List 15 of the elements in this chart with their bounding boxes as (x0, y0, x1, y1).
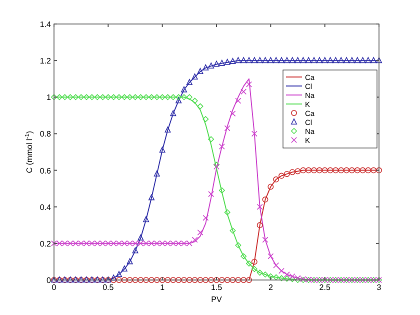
x-tick-label: 0.5 (102, 283, 114, 292)
x-axis-title: PV (211, 295, 222, 304)
y-tick-label: 0.2 (40, 239, 52, 248)
y-tick-label: 0.8 (40, 130, 52, 139)
y-tick-label: 1 (46, 93, 52, 102)
y-tick-label: 0 (46, 276, 52, 285)
y-tick-label: 0.4 (40, 202, 52, 212)
x-tick-label: 2.5 (319, 283, 331, 292)
x-tick-label: 1 (160, 283, 166, 292)
x-tick-label: 3 (376, 283, 382, 292)
y-tick-label: 0.6 (40, 166, 52, 176)
y-tick-label: 1.2 (40, 56, 52, 66)
x-tick-label: 1.5 (210, 283, 223, 292)
y-tick-label: 1.4 (40, 20, 52, 29)
x-tick-label: 2 (268, 283, 274, 292)
